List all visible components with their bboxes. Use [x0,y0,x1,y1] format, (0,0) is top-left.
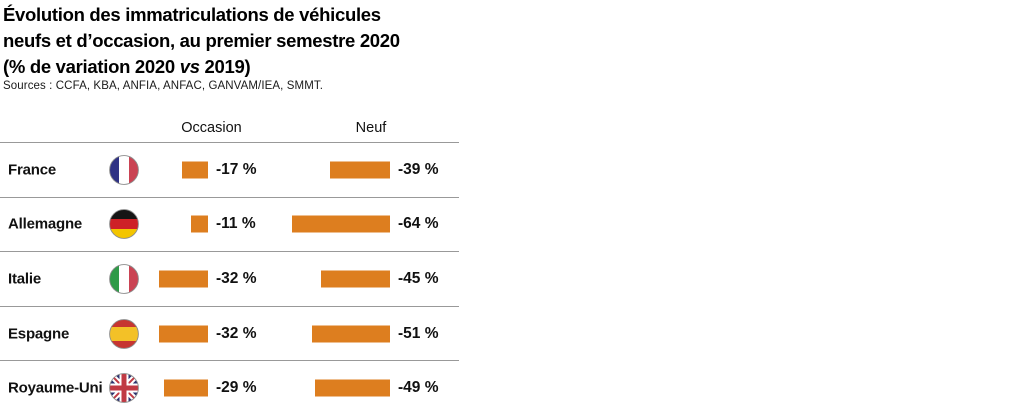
neuf-cell: -64 % [283,198,459,252]
neuf-cell: -39 % [283,143,459,197]
neuf-value: -39 % [398,160,439,178]
country-label: Italie [8,270,41,288]
table-row: Allemagne -11 % -64 % [0,198,459,253]
occasion-cell: -17 % [140,143,283,197]
occasion-value: -11 % [216,215,256,233]
country-label: Royaume-Uni [8,379,103,397]
neuf-value: -64 % [398,215,439,233]
table-row: Italie -32 % -45 % [0,252,459,307]
occasion-bar [182,161,208,179]
occasion-value: -32 % [216,269,257,287]
table-row: France -17 % -39 % [0,143,459,198]
data-grid: France -17 % -39 % Allemagne -11 % -64 %… [0,142,459,415]
neuf-bar [292,215,390,233]
germany-flag-icon [109,209,139,240]
occasion-bar [163,379,208,397]
neuf-bar [315,379,390,397]
occasion-cell: -32 % [140,252,283,306]
title-line-3-prefix: (% de variation 2020 [3,56,180,77]
column-header-neuf: Neuf [355,120,387,136]
sources-note: Sources : CCFA, KBA, ANFIA, ANFAC, GANVA… [3,80,324,92]
france-flag-icon [109,154,139,185]
neuf-value: -51 % [398,324,439,342]
neuf-cell: -45 % [283,252,459,306]
neuf-cell: -51 % [283,307,459,361]
country-label: France [8,161,56,179]
occasion-cell: -29 % [140,361,283,415]
title-line-3-suffix: 2019) [199,56,251,77]
spain-flag-icon [109,318,139,349]
neuf-value: -49 % [398,379,439,397]
country-label: Espagne [8,325,70,343]
title-line-3: (% de variation 2020 vs 2019) [3,54,400,80]
chart-title: Évolution des immatriculations de véhicu… [3,2,400,80]
neuf-bar [330,161,390,179]
neuf-bar [321,270,390,288]
country-label: Allemagne [8,215,83,233]
uk-flag-icon [109,373,139,404]
occasion-bar [159,270,208,288]
occasion-cell: -32 % [140,307,283,361]
occasion-value: -17 % [216,160,257,178]
title-line-1: Évolution des immatriculations de véhicu… [3,4,381,25]
table-row: Royaume-Uni -29 % -49 % [0,361,459,415]
neuf-value: -45 % [398,269,439,287]
occasion-bar [191,215,208,233]
table-row: Espagne -32 % -51 % [0,307,459,362]
italy-flag-icon [109,264,139,294]
occasion-value: -29 % [216,379,257,397]
neuf-bar [312,325,390,343]
occasion-cell: -11 % [140,198,283,252]
neuf-cell: -49 % [283,361,459,415]
column-header-occasion: Occasion [181,120,242,136]
title-vs-italic: vs [179,56,200,77]
title-line-2: neufs et d’occasion, au premier semestre… [3,30,400,51]
occasion-value: -32 % [216,324,257,342]
occasion-bar [159,325,208,343]
